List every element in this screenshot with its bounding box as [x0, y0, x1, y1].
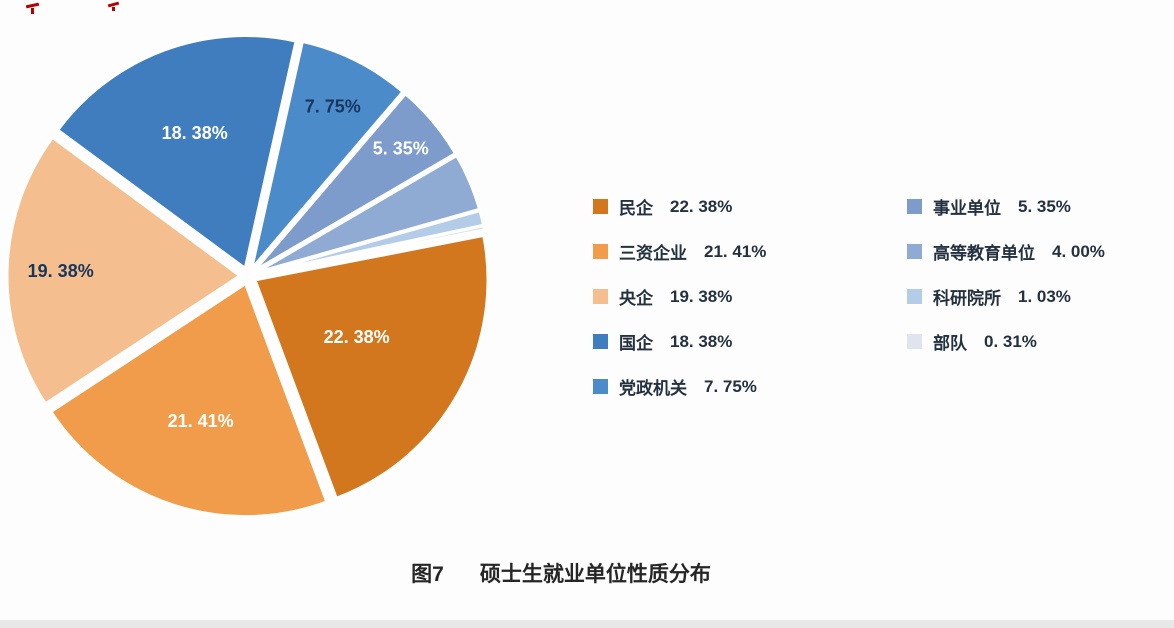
legend-item-党政机关: 党政机关 7. 75% [593, 373, 766, 400]
legend-value: 0. 31% [984, 331, 1037, 351]
legend-value: 21. 41% [704, 241, 767, 261]
pie-slice-民企 [253, 233, 490, 500]
legend-label: 事业单位 [933, 199, 1001, 218]
legend-label: 民企 [619, 199, 653, 218]
caption-title: 硕士生就业单位性质分布 [479, 563, 711, 586]
legend-item-科研院所: 科研院所 1. 03% [907, 283, 1105, 310]
pie-slice-label: 21. 41% [168, 411, 234, 431]
legend-value: 7. 75% [704, 376, 757, 396]
legend-label: 三资企业 [619, 244, 687, 263]
pie-slice-党政机关 [250, 39, 405, 271]
legend-item-部队: 部队 0. 31% [907, 328, 1105, 355]
pie-slice-部队 [254, 223, 487, 276]
pie-chart: 22. 38% 21. 41% 19. 38% 18. 38% 7. 75% 5. 35% [5, 34, 490, 519]
pie-slice-三资企业 [49, 282, 329, 519]
legend-swatch-icon [907, 334, 922, 349]
legend-item-民企: 民企 22. 38% [593, 193, 766, 220]
legend-label: 高等教育单位 [933, 244, 1035, 263]
legend-swatch-icon [907, 289, 922, 304]
legend-label: 党政机关 [619, 379, 687, 398]
legend-item-高等教育单位: 高等教育单位 4. 00% [907, 238, 1105, 265]
pie-slice-label: 19. 38% [28, 261, 94, 281]
legend-swatch-icon [907, 244, 922, 259]
legend-item-央企: 央企 19. 38% [593, 283, 766, 310]
bottom-bar [0, 620, 1174, 628]
red-artifact-mark [31, 8, 34, 14]
legend-column-2: 事业单位 5. 35% 高等教育单位 4. 00% 科研院所 1. 03% 部队 0. 31% [907, 193, 1105, 373]
legend-label: 部队 [933, 334, 967, 353]
pie-slice-label: 7. 75% [305, 96, 361, 116]
pie-slice-label: 22. 38% [324, 327, 390, 347]
figure-caption: 图7 硕士生就业单位性质分布 [0, 558, 1122, 588]
legend-swatch-icon [593, 244, 608, 259]
legend-label: 国企 [619, 334, 653, 353]
red-artifact-mark [112, 7, 115, 11]
pie-slice-国企 [56, 34, 298, 271]
legend-item-事业单位: 事业单位 5. 35% [907, 193, 1105, 220]
legend-swatch-icon [907, 199, 922, 214]
legend-swatch-icon [593, 199, 608, 214]
legend-swatch-icon [593, 289, 608, 304]
legend-value: 22. 38% [670, 196, 733, 216]
caption-number: 图7 [411, 563, 444, 586]
pie-slice-label: 5. 35% [373, 138, 429, 158]
legend-item-国企: 国企 18. 38% [593, 328, 766, 355]
pie-slice-label: 18. 38% [162, 123, 228, 143]
legend-label: 央企 [619, 289, 653, 308]
pie-slice-事业单位 [252, 92, 457, 273]
legend-value: 18. 38% [670, 331, 733, 351]
legend-value: 4. 00% [1052, 241, 1105, 261]
legend-value: 1. 03% [1018, 286, 1071, 306]
legend-swatch-icon [593, 334, 608, 349]
legend-label: 科研院所 [933, 289, 1001, 308]
legend-column-1: 民企 22. 38% 三资企业 21. 41% 央企 19. 38% 国企 18. 38% 党政… [593, 193, 766, 418]
pie-slice-央企 [5, 135, 242, 406]
legend-value: 5. 35% [1018, 196, 1071, 216]
legend-value: 19. 38% [670, 286, 733, 306]
legend-item-三资企业: 三资企业 21. 41% [593, 238, 766, 265]
legend-swatch-icon [593, 379, 608, 394]
